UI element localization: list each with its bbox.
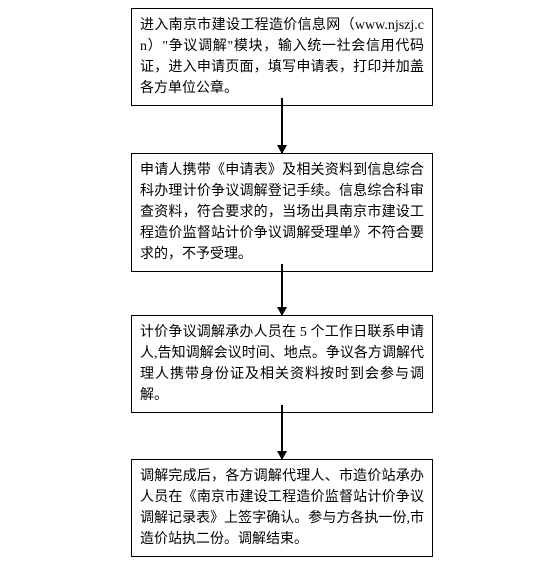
- flow-node-step1: 进入南京市建设工程造价信息网（www.njszj.cn）"争议调解"模块，输入统…: [131, 8, 433, 106]
- flowchart-container: 进入南京市建设工程造价信息网（www.njszj.cn）"争议调解"模块，输入统…: [0, 0, 552, 582]
- flow-edge-3-4: [281, 405, 283, 459]
- node-text: 计价争议调解承办人员在 5 个工作日联系申请人,告知调解会议时间、地点。争议各方…: [140, 325, 424, 403]
- node-text: 申请人携带《申请表》及相关资料到信息综合科办理计价争议调解登记手续。信息综合科审…: [140, 163, 424, 262]
- flow-edge-1-2: [281, 98, 283, 153]
- flow-node-step2: 申请人携带《申请表》及相关资料到信息综合科办理计价争议调解登记手续。信息综合科审…: [131, 153, 433, 272]
- node-text: 进入南京市建设工程造价信息网（www.njszj.cn）"争议调解"模块，输入统…: [140, 18, 424, 96]
- node-text: 调解完成后，各方调解代理人、市造价站承办人员在《南京市建设工程造价监督站计价争议…: [140, 469, 424, 547]
- flow-node-step4: 调解完成后，各方调解代理人、市造价站承办人员在《南京市建设工程造价监督站计价争议…: [131, 459, 433, 557]
- flow-edge-2-3: [281, 264, 283, 315]
- flow-node-step3: 计价争议调解承办人员在 5 个工作日联系申请人,告知调解会议时间、地点。争议各方…: [131, 315, 433, 413]
